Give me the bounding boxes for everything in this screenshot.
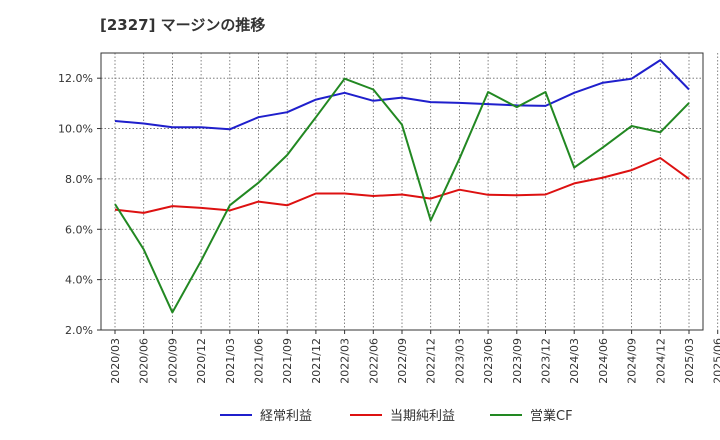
legend-label-0: 経常利益: [260, 409, 312, 424]
x-axis-ticks: 2020/03 2020/06 2020/09 2020/12 2021/03 2021/…: [109, 330, 720, 384]
series-line-2: [114, 77, 690, 314]
legend-label-2: 営業CF: [530, 408, 573, 424]
x-tick-label: 2024/09: [626, 338, 639, 384]
x-tick-label: 2021/12: [310, 338, 323, 384]
y-axis-ticks: 2.0% 4.0% 6.0% 8.0% 10.0% 12.0%: [58, 72, 101, 337]
y-tick-label: 12.0%: [58, 72, 93, 85]
y-tick-label: 2.0%: [65, 324, 93, 337]
x-tick-label: 2023/03: [453, 338, 466, 384]
series-lines: [114, 59, 690, 314]
x-tick-label: 2024/12: [654, 338, 667, 384]
x-tick-label: 2025/06: [712, 338, 720, 384]
series-line-1: [114, 157, 690, 214]
x-tick-label: 2021/09: [281, 338, 294, 384]
x-tick-label: 2023/12: [540, 338, 553, 384]
series-line-0: [114, 59, 690, 131]
legend: 経常利益 当期純利益 営業CF: [220, 408, 573, 424]
x-tick-label: 2020/12: [195, 338, 208, 384]
chart-title: [2327] マージンの推移: [100, 16, 266, 34]
x-tick-label: 2022/12: [425, 338, 438, 384]
x-tick-label: 2022/06: [367, 338, 380, 384]
x-tick-label: 2025/03: [683, 338, 696, 384]
y-tick-label: 6.0%: [65, 223, 93, 236]
x-tick-label: 2021/06: [253, 338, 266, 384]
x-tick-label: 2024/03: [568, 338, 581, 384]
y-tick-label: 4.0%: [65, 274, 93, 287]
grid-lines: [101, 53, 719, 331]
x-tick-label: 2023/06: [482, 338, 495, 384]
x-tick-label: 2023/09: [511, 338, 524, 384]
legend-label-1: 当期純利益: [390, 409, 455, 424]
x-tick-label: 2020/06: [138, 338, 151, 384]
x-tick-label: 2022/03: [339, 338, 352, 384]
x-tick-label: 2020/09: [166, 338, 179, 384]
x-tick-label: 2021/03: [224, 338, 237, 384]
x-tick-label: 2020/03: [109, 338, 122, 384]
y-tick-label: 8.0%: [65, 173, 93, 186]
y-tick-label: 10.0%: [58, 123, 93, 136]
x-tick-label: 2022/09: [396, 338, 409, 384]
x-tick-label: 2024/06: [597, 338, 610, 384]
